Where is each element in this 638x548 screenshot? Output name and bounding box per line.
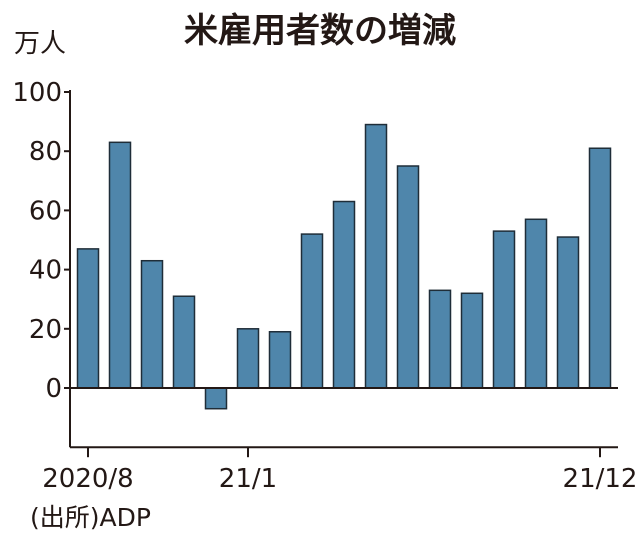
bar-21/7	[428, 289, 452, 389]
bar-2020/8	[76, 248, 100, 389]
bar-21/8	[460, 292, 484, 389]
bar-21/11	[556, 236, 580, 389]
x-tick-labels: 2020/8 21/1 21/12	[42, 447, 637, 494]
source-note: (出所)ADP	[30, 503, 151, 532]
bar-21/6	[396, 165, 420, 389]
bar-21/4	[332, 200, 356, 389]
x-tick-label: 21/1	[219, 464, 277, 494]
bar-2020/10	[140, 259, 164, 389]
y-tick-label: 20	[29, 315, 62, 345]
y-tick-label: 40	[29, 256, 62, 286]
bar-21/12	[588, 147, 612, 389]
y-tick-labels: 0 20 40 60 80 100	[12, 78, 70, 404]
x-tick-label: 2020/8	[42, 464, 133, 494]
bar-21/5	[364, 123, 388, 389]
bar-2020/9	[108, 141, 132, 389]
bar-21/1	[236, 328, 260, 389]
y-tick-label: 100	[12, 78, 62, 108]
bars	[76, 123, 612, 410]
y-tick-label: 80	[29, 137, 62, 167]
bar-21/9	[492, 230, 516, 389]
chart-title: 米雇用者数の増減	[184, 11, 456, 51]
y-tick-label: 0	[45, 374, 62, 404]
bar-21/3	[300, 233, 324, 389]
bar-21/2	[268, 331, 292, 389]
bar-21/10	[524, 218, 548, 389]
y-tick-label: 60	[29, 196, 62, 226]
y-unit-label: 万人	[14, 29, 66, 59]
bar-2020/12	[204, 387, 228, 410]
x-tick-label: 21/12	[563, 464, 638, 494]
bar-2020/11	[172, 295, 196, 389]
